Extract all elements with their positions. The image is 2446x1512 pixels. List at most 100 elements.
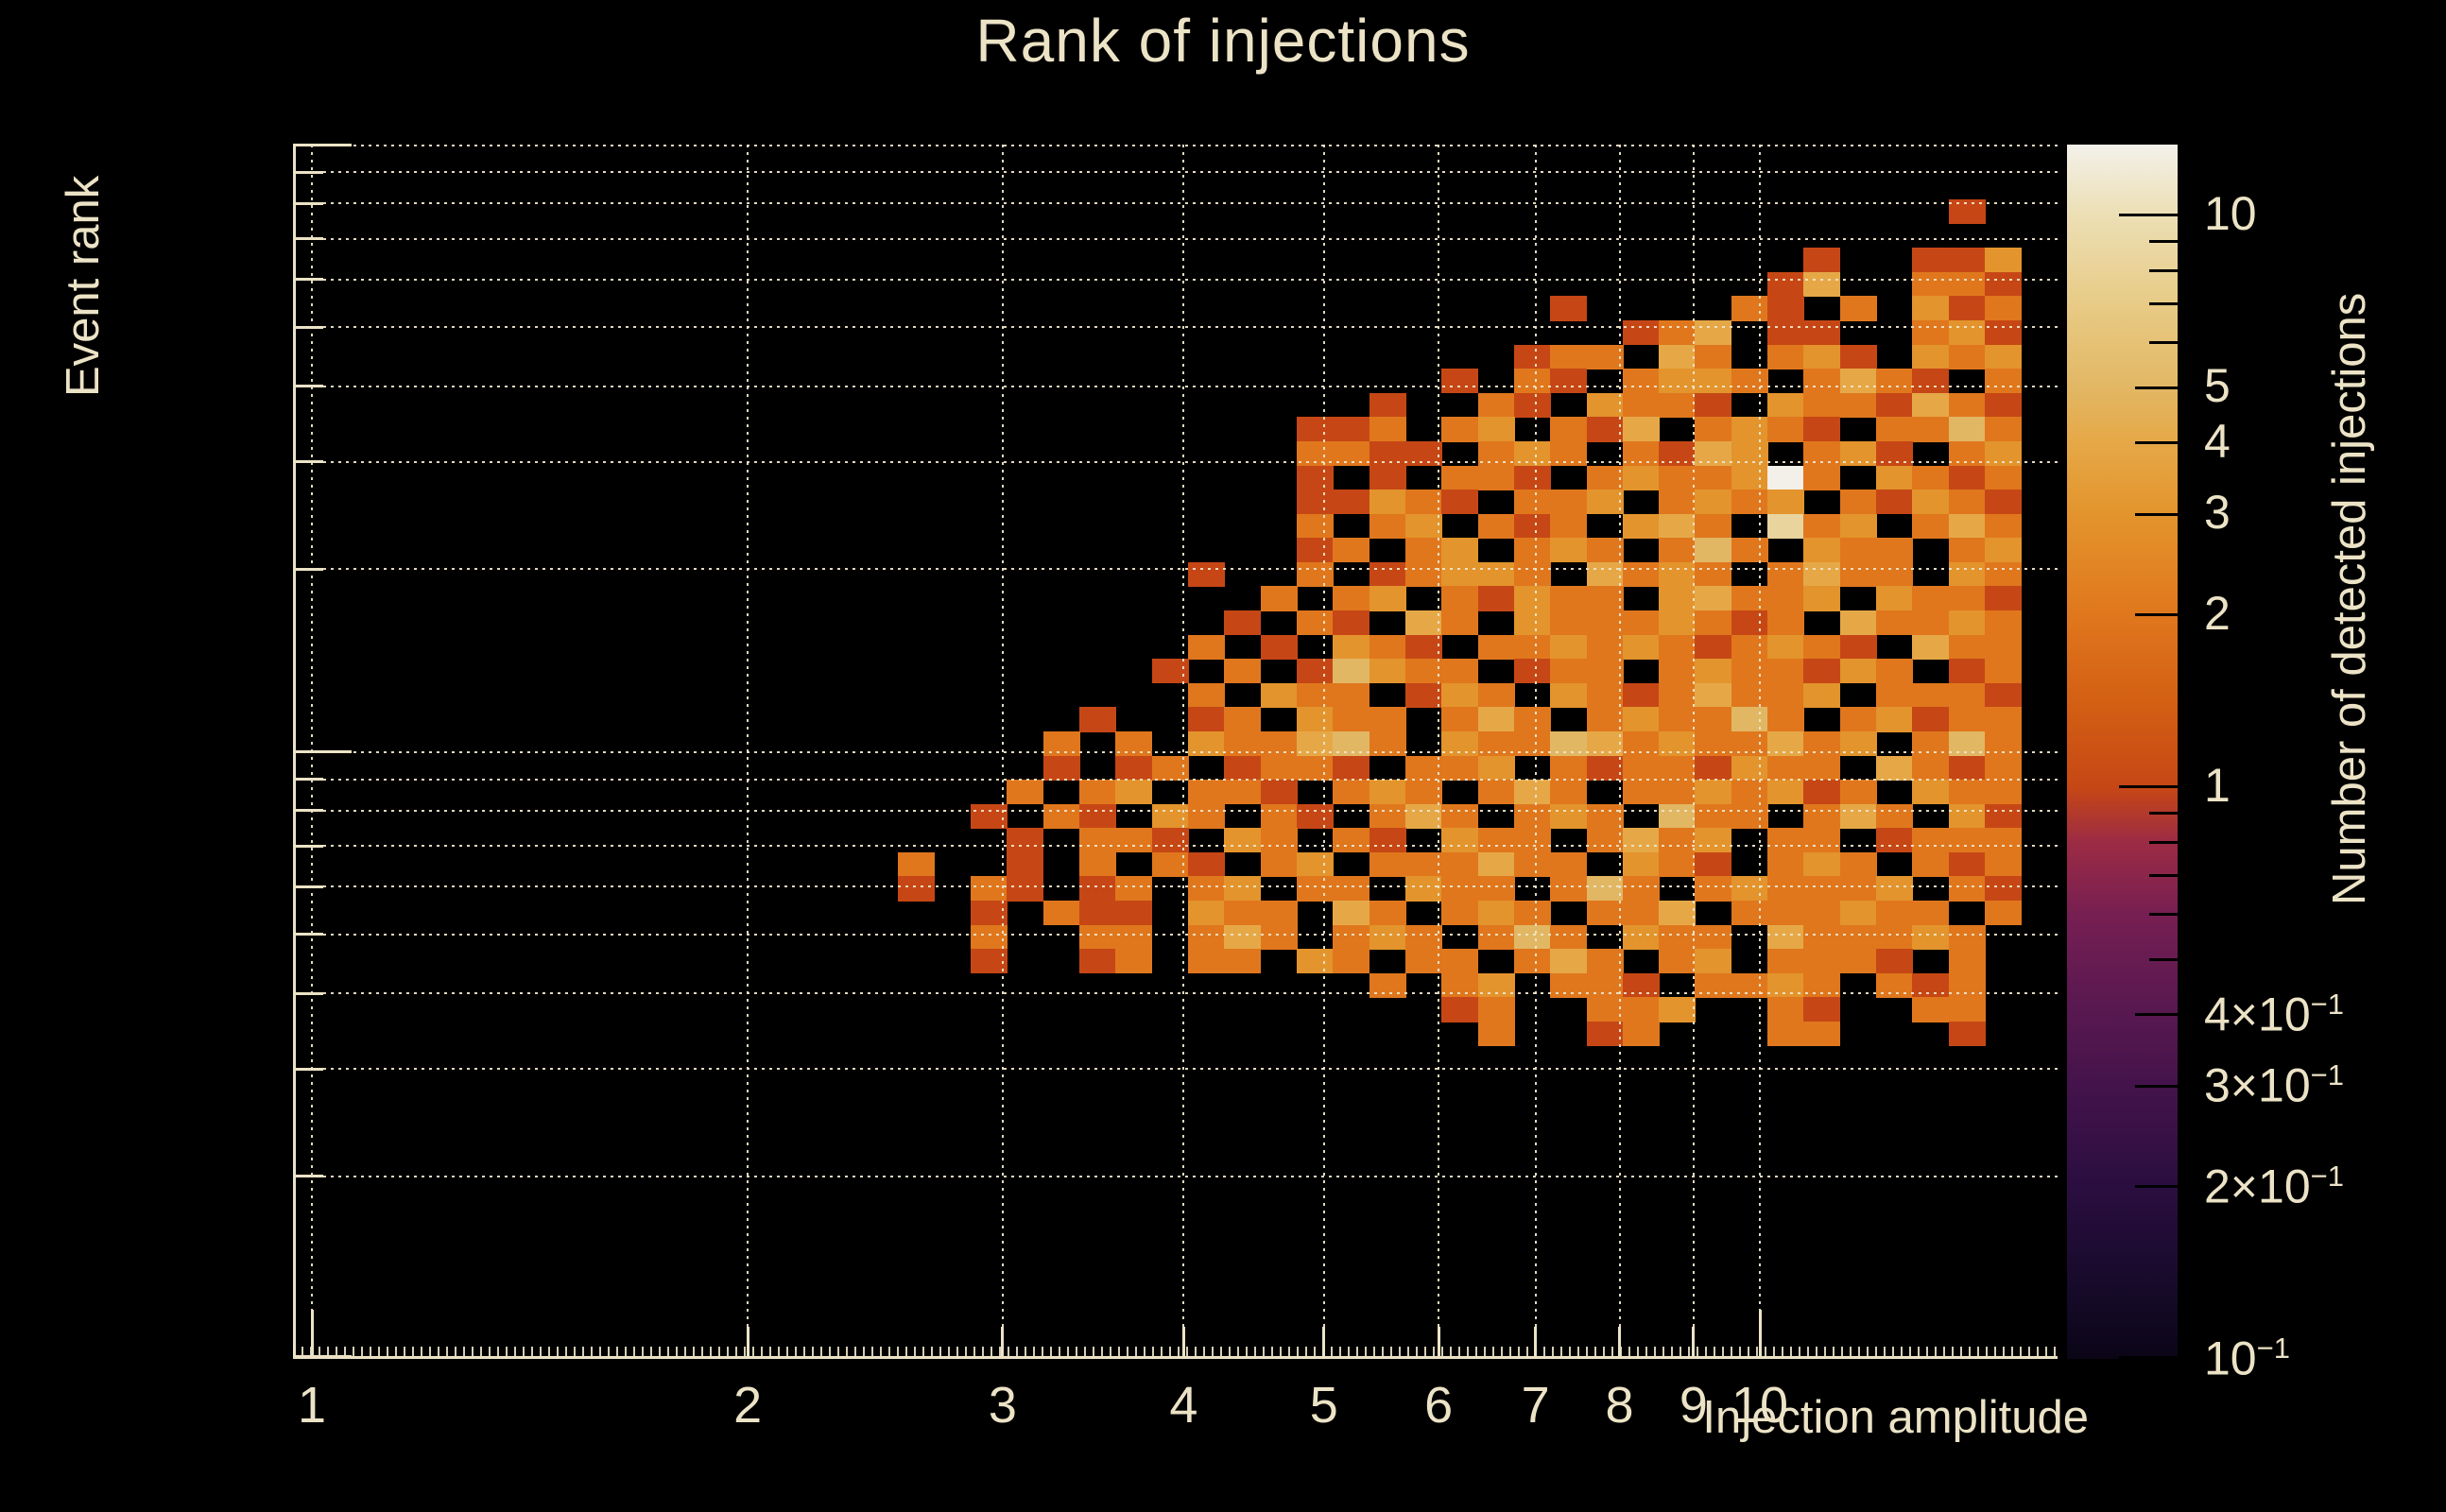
x-tick-label: 4 — [1169, 1377, 1198, 1434]
heatmap-cell — [1839, 538, 1877, 563]
heatmap-cell — [1659, 344, 1697, 369]
heatmap-cell — [1586, 949, 1624, 974]
y-tick — [293, 933, 323, 936]
heatmap-cell — [1659, 634, 1697, 660]
heatmap-cell — [1042, 901, 1080, 926]
heatmap-cell — [1586, 803, 1624, 829]
gridline-x — [1692, 145, 1695, 1359]
heatmap-cell — [1260, 851, 1298, 878]
heatmap-cell — [1586, 490, 1624, 515]
heatmap-cell — [1803, 344, 1841, 369]
heatmap-cell — [1513, 949, 1551, 974]
heatmap-cell — [1224, 755, 1262, 781]
heatmap-cell — [1695, 828, 1732, 853]
heatmap-cell — [1441, 369, 1479, 394]
heatmap-cell — [1876, 901, 1914, 926]
x-axis-title: Injection amplitude — [1702, 1392, 2089, 1443]
heatmap-cell — [1078, 876, 1116, 902]
colorbar-title: Number of detected injections — [2324, 292, 2375, 905]
heatmap-cell — [1441, 682, 1479, 708]
colorbar-tick — [2135, 1013, 2178, 1017]
heatmap-cell — [1042, 803, 1080, 829]
heatmap-cell — [1622, 780, 1660, 805]
heatmap-cell — [1369, 707, 1406, 732]
heatmap-cell — [1404, 876, 1442, 902]
heatmap-cell — [1839, 707, 1877, 732]
heatmap-cell — [1659, 659, 1697, 684]
plot-area — [293, 143, 2058, 1359]
heatmap-cell — [1441, 828, 1479, 853]
gridline-y — [293, 885, 2058, 888]
heatmap-cell — [1550, 538, 1588, 563]
y-tick — [293, 1067, 323, 1071]
heatmap-cell — [1404, 513, 1442, 539]
heatmap-cell — [1659, 780, 1697, 805]
heatmap-cell — [1513, 465, 1551, 490]
heatmap-cell — [1078, 901, 1116, 926]
heatmap-cell — [1260, 828, 1298, 853]
heatmap-cell — [1224, 780, 1262, 805]
heatmap-cell — [1912, 924, 1950, 950]
heatmap-cell — [1513, 851, 1551, 878]
heatmap-cell — [1224, 610, 1262, 636]
heatmap-cell — [1333, 707, 1370, 732]
heatmap-cell — [1151, 755, 1189, 781]
heatmap-cell — [1948, 586, 1986, 611]
heatmap-cell — [1803, 682, 1841, 708]
x-tick — [1692, 1327, 1696, 1359]
heatmap-cell — [1876, 586, 1914, 611]
heatmap-cell — [1477, 755, 1515, 781]
colorbar-tick-label: 10−1 — [2204, 1332, 2290, 1385]
heatmap-cell — [1985, 780, 2023, 805]
heatmap-cell — [1731, 369, 1768, 394]
heatmap-cell — [1224, 924, 1262, 950]
heatmap-cell — [1187, 924, 1225, 950]
heatmap-cell — [1477, 634, 1515, 660]
heatmap-cell — [1695, 876, 1732, 902]
colorbar-tick-label: 2 — [2204, 586, 2231, 640]
heatmap-cell — [1876, 610, 1914, 636]
heatmap-cell — [1477, 924, 1515, 950]
heatmap-cell — [1659, 901, 1697, 926]
heatmap-cell — [1767, 1021, 1805, 1047]
heatmap-cell — [1948, 344, 1986, 369]
heatmap-cell — [1550, 682, 1588, 708]
colorbar-tick-label: 2×10−1 — [2204, 1159, 2344, 1213]
gridline-x — [1534, 145, 1537, 1359]
heatmap-cell — [1622, 851, 1660, 878]
heatmap-cell — [1187, 949, 1225, 974]
heatmap-cell — [1260, 682, 1298, 708]
heatmap-cell — [1586, 707, 1624, 732]
heatmap-cell — [1296, 465, 1334, 490]
heatmap-cell — [1224, 876, 1262, 902]
heatmap-cell — [1333, 876, 1370, 902]
heatmap-cell — [1441, 755, 1479, 781]
heatmap-cell — [1296, 876, 1334, 902]
heatmap-cell — [1767, 271, 1805, 298]
heatmap-cell — [1296, 561, 1334, 588]
heatmap-cell — [1659, 320, 1697, 346]
heatmap-cell — [1695, 851, 1732, 878]
gridline-y — [293, 568, 2058, 571]
heatmap-cell — [1695, 538, 1732, 563]
heatmap-cell — [1333, 659, 1370, 684]
heatmap-cell — [1876, 417, 1914, 442]
heatmap-cell — [1333, 538, 1370, 563]
heatmap-cell — [1224, 828, 1262, 853]
heatmap-cell — [1767, 876, 1805, 902]
heatmap-cell — [1767, 924, 1805, 950]
heatmap-cell — [1839, 296, 1877, 321]
heatmap-cell — [1477, 586, 1515, 611]
heatmap-cell — [1948, 296, 1986, 321]
heatmap-cell — [1260, 924, 1298, 950]
x-tick-label: 8 — [1605, 1377, 1634, 1434]
heatmap-cell — [1767, 707, 1805, 732]
heatmap-cell — [1333, 586, 1370, 611]
heatmap-cell — [1767, 828, 1805, 853]
heatmap-cell — [1985, 465, 2023, 490]
heatmap-cell — [1985, 271, 2023, 298]
heatmap-cell — [1767, 780, 1805, 805]
y-tick — [293, 991, 323, 995]
heatmap-cell — [1948, 248, 1986, 273]
